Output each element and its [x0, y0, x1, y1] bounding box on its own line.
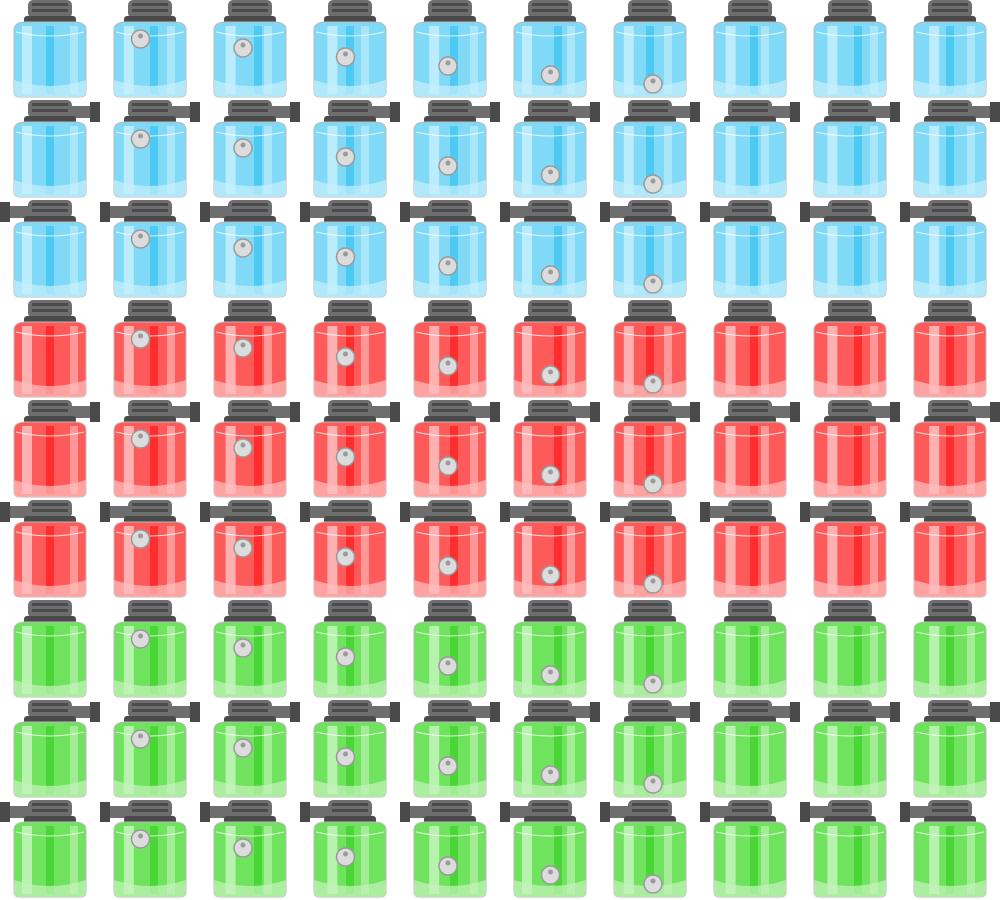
- green-tanks-sprite-r8-c2: [113, 700, 200, 798]
- red-tanks-sprite-r4-c7: [613, 300, 687, 398]
- red-tanks-sprite-r4-c8: [713, 300, 787, 398]
- red-tanks-sprite-r4-c6: [513, 300, 587, 398]
- red-tanks-sprite-r5-c10: [913, 400, 1000, 498]
- green-tanks-sprite-r7-c7: [613, 600, 687, 698]
- green-tanks-sprite-r9-c5: [400, 800, 487, 898]
- blue-tanks-sprite-r3-c3: [200, 200, 287, 298]
- red-tanks-sprite-r6-c9: [800, 500, 887, 598]
- blue-tanks-sprite-r3-c9: [800, 200, 887, 298]
- blue-tanks-sprite-r3-c10: [900, 200, 987, 298]
- blue-tanks-sprite-r3-c5: [400, 200, 487, 298]
- red-tanks-sprite-r6-c10: [900, 500, 987, 598]
- blue-tanks-sprite-r3-c7: [600, 200, 687, 298]
- blue-tanks-sprite-r3-c6: [500, 200, 587, 298]
- green-tanks-sprite-r9-c7: [600, 800, 687, 898]
- red-tanks-sprite-r6-c6: [500, 500, 587, 598]
- red-tanks-sprite-r5-c1: [13, 400, 100, 498]
- blue-tanks-sprite-r3-c8: [700, 200, 787, 298]
- blue-tanks-sprite-r2-c9: [813, 100, 900, 198]
- blue-tanks-sprite-r1-c5: [413, 0, 487, 98]
- green-tanks-sprite-r8-c6: [513, 700, 600, 798]
- red-tanks-sprite-r5-c7: [613, 400, 700, 498]
- blue-tanks-sprite-r1-c2: [113, 0, 187, 98]
- blue-tanks-sprite-r1-c6: [513, 0, 587, 98]
- green-tanks-sprite-r7-c2: [113, 600, 187, 698]
- green-tanks-sprite-r9-c9: [800, 800, 887, 898]
- green-tanks-sprite-r7-c10: [913, 600, 987, 698]
- green-tanks-sprite-r9-c1: [0, 800, 87, 898]
- red-tanks-sprite-r6-c4: [300, 500, 387, 598]
- blue-tanks-sprite-r3-c2: [100, 200, 187, 298]
- red-tanks-sprite-r4-c3: [213, 300, 287, 398]
- red-tanks-sprite-r6-c8: [700, 500, 787, 598]
- red-tanks-sprite-r4-c1: [13, 300, 87, 398]
- blue-tanks-sprite-r1-c7: [613, 0, 687, 98]
- red-tanks-sprite-r5-c4: [313, 400, 400, 498]
- green-tanks-sprite-r7-c3: [213, 600, 287, 698]
- blue-tanks-sprite-r2-c7: [613, 100, 700, 198]
- green-tanks-sprite-r8-c1: [13, 700, 100, 798]
- blue-tanks-sprite-r2-c8: [713, 100, 800, 198]
- blue-tanks-sprite-r3-c4: [300, 200, 387, 298]
- blue-tanks-sprite-r2-c3: [213, 100, 300, 198]
- blue-tanks-sprite-r2-c4: [313, 100, 400, 198]
- red-tanks-sprite-r4-c4: [313, 300, 387, 398]
- red-tanks-sprite-r6-c1: [0, 500, 87, 598]
- green-tanks-sprite-r8-c3: [213, 700, 300, 798]
- green-tanks-sprite-r7-c9: [813, 600, 887, 698]
- green-tanks-sprite-r8-c4: [313, 700, 400, 798]
- blue-tanks-sprite-r3-c1: [0, 200, 87, 298]
- green-tanks-sprite-r7-c1: [13, 600, 87, 698]
- blue-tanks-sprite-r2-c6: [513, 100, 600, 198]
- red-tanks-sprite-r6-c3: [200, 500, 287, 598]
- red-tanks-sprite-r5-c5: [413, 400, 500, 498]
- green-tanks-sprite-r9-c2: [100, 800, 187, 898]
- blue-tanks-sprite-r2-c2: [113, 100, 200, 198]
- blue-tanks-sprite-r2-c10: [913, 100, 1000, 198]
- green-tanks-sprite-r8-c10: [913, 700, 1000, 798]
- green-tanks-sprite-r8-c7: [613, 700, 700, 798]
- blue-tanks-sprite-r1-c9: [813, 0, 887, 98]
- blue-tanks-sprite-r1-c3: [213, 0, 287, 98]
- green-tanks-sprite-r9-c3: [200, 800, 287, 898]
- red-tanks-sprite-r4-c2: [113, 300, 187, 398]
- red-tanks-sprite-r5-c6: [513, 400, 600, 498]
- red-tanks-sprite-r5-c8: [713, 400, 800, 498]
- blue-tanks-sprite-r1-c10: [913, 0, 987, 98]
- red-tanks-sprite-r5-c2: [113, 400, 200, 498]
- green-tanks-sprite-r8-c5: [413, 700, 500, 798]
- green-tanks-sprite-r9-c10: [900, 800, 987, 898]
- red-tanks-sprite-r6-c7: [600, 500, 687, 598]
- green-tanks-sprite-r7-c5: [413, 600, 487, 698]
- red-tanks-sprite-r4-c10: [913, 300, 987, 398]
- blue-tanks-sprite-r2-c1: [13, 100, 100, 198]
- green-tanks-sprite-r7-c6: [513, 600, 587, 698]
- red-tanks-sprite-r4-c9: [813, 300, 887, 398]
- blue-tanks-sprite-r1-c8: [713, 0, 787, 98]
- red-tanks-sprite-r6-c2: [100, 500, 187, 598]
- green-tanks-sprite-r9-c4: [300, 800, 387, 898]
- red-tanks-sprite-r5-c9: [813, 400, 900, 498]
- green-tanks-sprite-r7-c4: [313, 600, 387, 698]
- red-tanks-sprite-r5-c3: [213, 400, 300, 498]
- blue-tanks-sprite-r1-c4: [313, 0, 387, 98]
- blue-tanks-sprite-r2-c5: [413, 100, 500, 198]
- green-tanks-sprite-r9-c8: [700, 800, 787, 898]
- green-tanks-sprite-r9-c6: [500, 800, 587, 898]
- green-tanks-sprite-r8-c9: [813, 700, 900, 798]
- blue-tanks-sprite-r1-c1: [13, 0, 87, 98]
- red-tanks-sprite-r4-c5: [413, 300, 487, 398]
- red-tanks-sprite-r6-c5: [400, 500, 487, 598]
- green-tanks-sprite-r7-c8: [713, 600, 787, 698]
- green-tanks-sprite-r8-c8: [713, 700, 800, 798]
